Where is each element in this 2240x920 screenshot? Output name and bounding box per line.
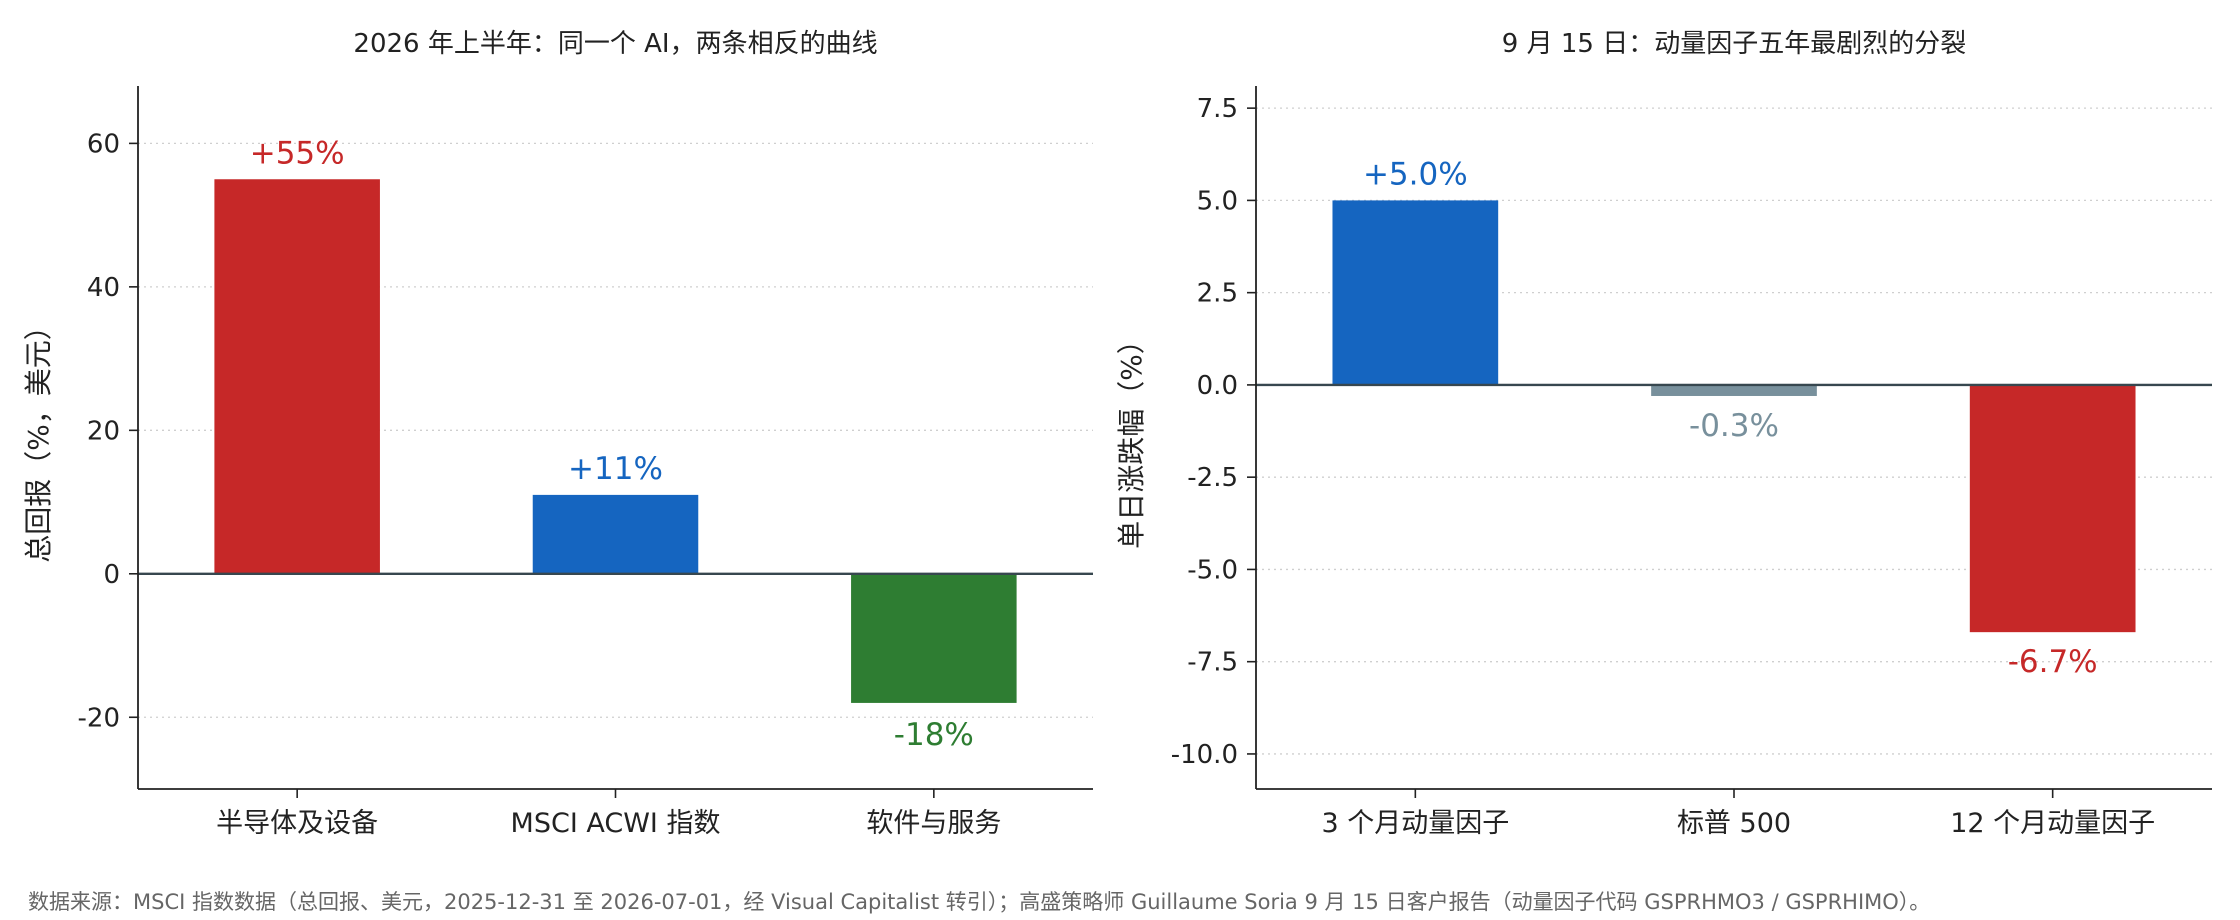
x-tick-label: 12 个月动量因子 [1950, 808, 2155, 839]
x-tick-label: MSCI ACWI 指数 [511, 808, 721, 839]
y-tick-label: 2.5 [1197, 279, 1238, 309]
x-tick-label: 3 个月动量因子 [1321, 808, 1509, 839]
data-label: +5.0% [1363, 156, 1468, 192]
bar [214, 179, 380, 574]
bar [851, 573, 1017, 703]
x-tick-label: 软件与服务 [866, 808, 1001, 839]
y-tick-label: 0.0 [1197, 371, 1238, 401]
y-tick-label: 5.0 [1197, 186, 1238, 216]
data-label: +55% [250, 135, 345, 171]
chart-2: 9 月 15 日：动量因子五年最剧烈的分裂 -10.0 -7.5 -5.0 -2.5 0.… [1115, 29, 2212, 839]
y-axis-label: 总回报（%，美元） [22, 312, 55, 563]
y-tick-label: 0 [103, 560, 120, 590]
bar [1332, 200, 1499, 385]
y-tick-label: 40 [87, 273, 120, 303]
y-axis-label: 单日涨跌幅（%） [1115, 326, 1148, 549]
data-label: +11% [568, 451, 663, 487]
chart-title: 2026 年上半年：同一个 AI，两条相反的曲线 [353, 29, 877, 59]
y-tick-label: 7.5 [1197, 94, 1238, 124]
x-tick-label: 标普 500 [1677, 808, 1791, 839]
y-tick-label: -5.0 [1187, 555, 1238, 585]
y-tick-label: -20 [78, 703, 120, 733]
y-tick-label: -2.5 [1187, 463, 1238, 493]
source-note: 数据来源：MSCI 指数数据（总回报、美元，2025-12-31 至 2026-… [28, 890, 1931, 914]
x-tick-label: 半导体及设备 [216, 808, 378, 839]
data-label: -6.7% [2008, 644, 2098, 680]
data-label: -0.3% [1689, 408, 1779, 444]
chart-title: 9 月 15 日：动量因子五年最剧烈的分裂 [1502, 29, 1966, 59]
bar [1969, 384, 2136, 633]
bar [1651, 384, 1817, 396]
y-tick-label: 60 [87, 129, 120, 159]
chart-1: 2026 年上半年：同一个 AI，两条相反的曲线 -20 0 20 40 60 +55% 半导… [22, 29, 1093, 839]
y-tick-label: -7.5 [1187, 648, 1238, 678]
y-tick-label: 20 [87, 416, 120, 446]
data-label: -18% [894, 717, 974, 753]
y-tick-label: -10.0 [1171, 740, 1238, 770]
bar [532, 494, 699, 574]
